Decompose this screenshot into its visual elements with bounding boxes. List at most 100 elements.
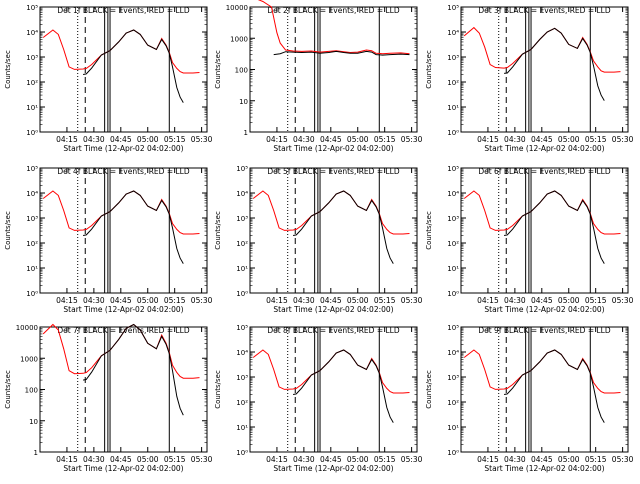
y-tick-label: 10¹ (447, 265, 459, 273)
x-tick-label: 05:30 (401, 135, 423, 144)
y-tick-label: 10³ (236, 215, 248, 223)
x-axis-label: Start Time (12-Apr-02 04:02:00) (484, 144, 604, 153)
x-tick-label: 04:15 (56, 455, 78, 464)
y-axis-label: Counts/sec (425, 50, 433, 89)
panel-title: Det 4f BLACK = Events, RED = LLD (57, 167, 190, 176)
y-axis-label: Counts/sec (4, 211, 12, 250)
lld-series-line (257, 0, 410, 55)
x-tick-label: 04:15 (477, 455, 499, 464)
x-tick-label: 05:00 (558, 296, 580, 305)
lld-series-line (463, 349, 621, 394)
plot-frame (460, 6, 629, 133)
detector-panel-6: Det 6f BLACK = Events, RED = LLD 10⁰ 10¹ 10… (425, 165, 634, 314)
x-tick-label: 05:00 (137, 455, 159, 464)
lld-series-line (252, 190, 410, 235)
x-tick-label: 05:00 (347, 296, 369, 305)
y-tick-label: 10⁴ (26, 190, 38, 198)
plot-frame (249, 326, 418, 453)
y-tick-label: 10000 (16, 324, 38, 332)
x-tick-label: 04:30 (83, 455, 105, 464)
y-tick-label: 100 (235, 67, 248, 75)
detector-panel-1: Det 1f BLACK = Events, RED = LLD 10⁰ 10¹ 10… (4, 4, 213, 153)
x-tick-label: 04:15 (477, 135, 499, 144)
y-tick-label: 10⁵ (447, 4, 459, 12)
x-tick-label: 05:30 (191, 135, 213, 144)
plot-frame (460, 167, 629, 294)
x-axis-label: Start Time (12-Apr-02 04:02:00) (273, 144, 393, 153)
x-tick-label: 04:30 (83, 135, 105, 144)
detector-panel-5: Det 5f BLACK = Events, RED = LLD 10⁰ 10¹ 10… (214, 165, 423, 314)
y-axis-label: Counts/sec (425, 370, 433, 409)
y-axis-label: Counts/sec (214, 370, 222, 409)
y-tick-label: 1 (244, 129, 248, 137)
x-tick-label: 04:30 (504, 455, 526, 464)
y-tick-label: 10² (447, 399, 459, 407)
x-tick-label: 05:15 (164, 135, 186, 144)
detector-panel-8: Det 8f BLACK = Events, RED = LLD 10⁰ 10¹ 10… (214, 324, 423, 473)
x-tick-label: 04:15 (56, 296, 78, 305)
y-axis-label: Counts/sec (4, 50, 12, 89)
y-tick-label: 10¹ (447, 424, 459, 432)
events-series-line (83, 29, 184, 103)
plot-frame (39, 326, 208, 453)
events-series-line (273, 50, 410, 56)
y-tick-label: 10² (447, 240, 459, 248)
y-tick-label: 10⁵ (26, 4, 38, 12)
detector-panel-3: Det 3f BLACK = Events, RED = LLD 10⁰ 10¹ 10… (425, 4, 634, 153)
x-tick-label: 05:15 (585, 455, 607, 464)
panel-title: Det 7f BLACK = Events, RED = LLD (57, 326, 190, 335)
y-tick-label: 10 (29, 418, 38, 426)
x-tick-label: 04:30 (293, 135, 315, 144)
x-axis-label: Start Time (12-Apr-02 04:02:00) (484, 464, 604, 473)
y-tick-label: 10³ (447, 215, 459, 223)
y-axis-label: Counts/sec (4, 370, 12, 409)
x-axis-label: Start Time (12-Apr-02 04:02:00) (273, 464, 393, 473)
x-tick-label: 04:30 (293, 455, 315, 464)
x-tick-label: 05:15 (374, 135, 396, 144)
y-tick-label: 10³ (26, 215, 38, 223)
y-tick-label: 10¹ (26, 104, 38, 112)
x-tick-label: 05:15 (374, 455, 396, 464)
y-axis-label: Counts/sec (214, 50, 222, 89)
y-tick-label: 10⁰ (447, 129, 459, 137)
y-tick-label: 10⁴ (447, 349, 459, 357)
y-tick-label: 10⁵ (26, 165, 38, 173)
y-tick-label: 10² (447, 79, 459, 87)
x-tick-label: 04:15 (266, 455, 288, 464)
y-tick-label: 10⁰ (236, 290, 248, 298)
panel-title: Det 5f BLACK = Events, RED = LLD (267, 167, 400, 176)
x-tick-label: 04:45 (110, 455, 132, 464)
y-tick-label: 10¹ (447, 104, 459, 112)
lld-series-line (252, 349, 410, 394)
x-tick-label: 04:30 (504, 296, 526, 305)
y-tick-label: 10³ (236, 374, 248, 382)
x-axis-label: Start Time (12-Apr-02 04:02:00) (63, 144, 183, 153)
panel-title: Det 6f BLACK = Events, RED = LLD (478, 167, 611, 176)
x-tick-label: 05:00 (558, 135, 580, 144)
y-tick-label: 10¹ (26, 265, 38, 273)
x-tick-label: 05:00 (558, 455, 580, 464)
y-tick-label: 10² (236, 399, 248, 407)
y-tick-label: 10³ (26, 54, 38, 62)
x-tick-label: 05:30 (191, 296, 213, 305)
events-series-line (293, 349, 394, 423)
x-tick-label: 04:45 (320, 135, 342, 144)
x-tick-label: 05:30 (612, 296, 634, 305)
plot-frame (39, 167, 208, 294)
events-series-line (293, 190, 394, 264)
x-tick-label: 05:00 (347, 455, 369, 464)
y-tick-label: 10⁰ (447, 290, 459, 298)
y-axis-label: Counts/sec (425, 211, 433, 250)
plot-frame (460, 326, 629, 453)
x-tick-label: 04:15 (56, 135, 78, 144)
x-tick-label: 05:15 (164, 455, 186, 464)
x-tick-label: 05:30 (191, 455, 213, 464)
x-tick-label: 04:45 (531, 455, 553, 464)
x-tick-label: 05:30 (612, 135, 634, 144)
y-tick-label: 10⁰ (236, 449, 248, 457)
y-tick-label: 10² (26, 240, 38, 248)
x-tick-label: 05:30 (401, 455, 423, 464)
x-axis-label: Start Time (12-Apr-02 04:02:00) (63, 464, 183, 473)
